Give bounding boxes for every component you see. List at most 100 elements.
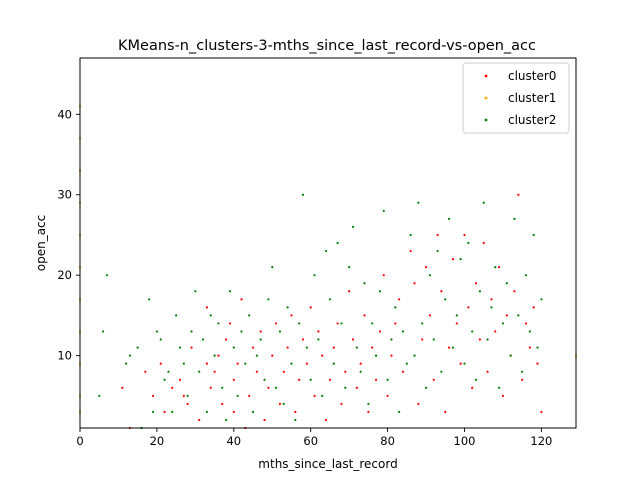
point-cluster2-28 xyxy=(228,290,232,293)
point-cluster0-85 xyxy=(482,241,485,245)
point-cluster2-40 xyxy=(274,386,278,389)
point-cluster0-81 xyxy=(467,306,470,309)
x-tick-label-0: 0 xyxy=(76,434,83,448)
point-cluster2-85 xyxy=(448,217,451,220)
point-cluster0-22 xyxy=(236,362,239,365)
point-cluster2-58 xyxy=(344,386,347,389)
point-cluster2-30 xyxy=(236,394,239,397)
point-cluster2-21 xyxy=(201,338,205,341)
point-cluster2-52 xyxy=(321,394,324,397)
point-cluster0-19 xyxy=(228,322,232,325)
point-cluster2-37 xyxy=(263,378,266,381)
point-cluster2-57 xyxy=(340,322,343,325)
point-cluster0-97 xyxy=(528,346,531,349)
point-cluster0-47 xyxy=(332,346,335,349)
point-cluster0-51 xyxy=(348,290,351,293)
point-cluster0-29 xyxy=(263,418,266,422)
point-cluster0-54 xyxy=(359,362,362,365)
point-cluster2-20 xyxy=(198,370,201,373)
point-cluster0-6 xyxy=(171,386,174,389)
y-tick-label-2: 30 xyxy=(57,188,72,202)
point-cluster2-99 xyxy=(501,322,505,325)
point-cluster2-50 xyxy=(313,274,316,277)
point-cluster2-90 xyxy=(467,241,470,245)
legend-marker-cluster1 xyxy=(484,96,488,100)
x-tick-label-6: 120 xyxy=(530,434,552,448)
point-cluster0-26 xyxy=(251,346,255,349)
point-cluster0-21 xyxy=(232,378,235,381)
point-cluster2-2 xyxy=(105,274,109,277)
point-cluster2-109 xyxy=(540,298,543,301)
point-cluster2-53 xyxy=(324,249,328,253)
series-cluster0 xyxy=(121,193,543,430)
point-cluster0-86 xyxy=(486,370,489,373)
point-cluster2-9 xyxy=(155,330,158,333)
legend-label-cluster2: cluster2 xyxy=(508,113,556,127)
point-cluster2-4 xyxy=(128,354,132,357)
x-axis-label: mths_since_last_record xyxy=(258,457,397,471)
point-cluster2-102 xyxy=(513,217,516,220)
point-cluster2-69 xyxy=(386,378,389,381)
point-cluster0-7 xyxy=(178,378,182,381)
point-cluster2-65 xyxy=(371,322,374,325)
point-cluster0-68 xyxy=(417,402,420,405)
point-cluster2-26 xyxy=(221,386,224,389)
point-cluster0-17 xyxy=(221,402,224,405)
point-cluster0-88 xyxy=(494,330,497,333)
point-cluster0-60 xyxy=(382,274,385,277)
point-cluster2-59 xyxy=(348,266,351,269)
point-cluster2-49 xyxy=(309,378,312,381)
point-cluster2-39 xyxy=(271,266,274,269)
point-cluster0-0 xyxy=(121,386,124,389)
point-cluster0-25 xyxy=(248,394,251,397)
point-cluster0-59 xyxy=(378,330,382,333)
point-cluster0-52 xyxy=(351,338,355,341)
x-tick-label-3: 60 xyxy=(303,434,318,448)
point-cluster2-83 xyxy=(440,370,443,373)
point-cluster2-29 xyxy=(232,346,235,349)
x-tick-label-2: 40 xyxy=(226,434,241,448)
point-cluster0-66 xyxy=(409,249,412,253)
point-cluster0-77 xyxy=(451,257,455,261)
point-cluster0-78 xyxy=(455,322,458,325)
legend-marker-cluster0 xyxy=(484,74,488,78)
point-cluster2-82 xyxy=(436,249,439,253)
point-cluster0-84 xyxy=(478,338,481,341)
point-cluster0-4 xyxy=(159,362,162,365)
point-cluster2-71 xyxy=(394,306,397,309)
legend-marker-cluster2 xyxy=(484,118,488,122)
point-cluster2-61 xyxy=(355,346,358,349)
point-cluster2-77 xyxy=(417,201,420,204)
point-cluster2-70 xyxy=(390,338,393,341)
point-cluster0-79 xyxy=(459,362,462,365)
point-cluster2-87 xyxy=(455,314,458,317)
point-cluster0-90 xyxy=(501,394,505,397)
point-cluster0-30 xyxy=(267,386,270,389)
point-cluster2-73 xyxy=(401,330,405,333)
point-cluster0-41 xyxy=(309,306,312,309)
point-cluster0-87 xyxy=(490,298,493,301)
point-cluster0-94 xyxy=(517,193,520,196)
point-cluster0-10 xyxy=(190,346,193,349)
point-cluster2-86 xyxy=(451,346,455,349)
point-cluster2-96 xyxy=(490,306,493,309)
point-cluster0-89 xyxy=(498,266,501,269)
point-cluster0-48 xyxy=(336,322,339,325)
point-cluster0-45 xyxy=(324,418,328,422)
point-cluster0-39 xyxy=(301,338,305,341)
chart-title: KMeans-n_clusters-3-mths_since_last_reco… xyxy=(118,38,536,54)
point-cluster0-13 xyxy=(205,306,208,309)
point-cluster0-95 xyxy=(521,378,524,381)
point-cluster2-88 xyxy=(459,257,462,261)
series-cluster2 xyxy=(98,193,543,430)
point-cluster0-61 xyxy=(386,394,389,397)
point-cluster0-32 xyxy=(274,322,278,325)
point-cluster0-31 xyxy=(271,354,274,357)
data-points xyxy=(78,105,578,430)
point-cluster2-55 xyxy=(332,362,335,365)
point-cluster0-96 xyxy=(524,322,528,325)
point-cluster0-16 xyxy=(217,354,220,357)
point-cluster2-93 xyxy=(478,290,481,293)
point-cluster2-35 xyxy=(255,354,258,357)
point-cluster2-10 xyxy=(159,338,162,341)
